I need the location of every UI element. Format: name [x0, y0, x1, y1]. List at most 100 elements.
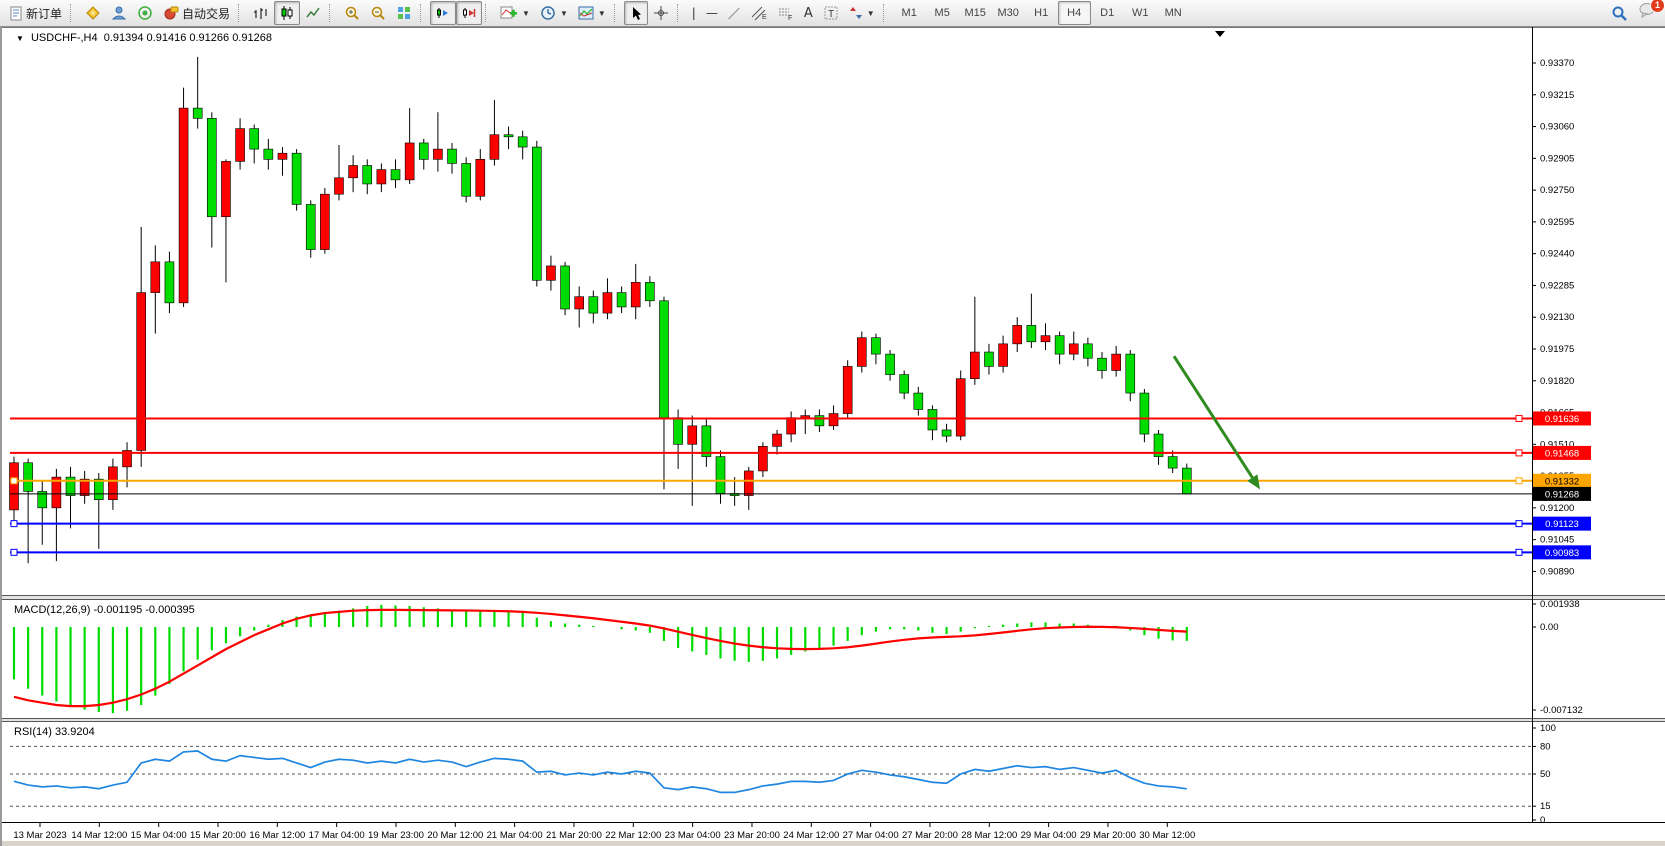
timeframe-m30[interactable]: M30 — [997, 7, 1019, 19]
trend-arrow[interactable] — [1172, 355, 1260, 490]
svg-text:T: T — [828, 9, 834, 20]
candle — [814, 409, 825, 432]
candle — [37, 481, 48, 545]
candle — [885, 350, 895, 381]
svg-text:0.92440: 0.92440 — [1540, 249, 1574, 260]
text-label-button[interactable]: T — [818, 1, 844, 25]
candle — [447, 142, 457, 174]
timeframe-w1[interactable]: W1 — [1131, 7, 1149, 19]
resistance-line-0.91636[interactable]: 0.91636 — [10, 411, 1591, 426]
chart-window: ▼ USDCHF-,H4 0.91394 0.91416 0.91266 0.9… — [0, 27, 1665, 846]
svg-text:15 Mar 04:00: 15 Mar 04:00 — [131, 830, 187, 841]
timeframe-m5[interactable]: M5 — [934, 7, 950, 19]
chart-svg[interactable]: 0.93370 0.93215 0.93060 0.92905 0.92750 0.925… — [2, 27, 1665, 846]
text-button[interactable]: A — [803, 5, 813, 21]
auto-trading-button[interactable]: 自动交易 — [158, 1, 235, 25]
candle — [150, 245, 161, 334]
svg-text:22 Mar 12:00: 22 Mar 12:00 — [605, 830, 661, 841]
signals-button[interactable] — [132, 1, 158, 25]
crosshair-button[interactable] — [648, 1, 674, 25]
svg-text:0.91820: 0.91820 — [1540, 376, 1574, 387]
equidistant-channel-button[interactable]: E — [745, 1, 772, 25]
support-line-0.91123[interactable]: 0.91123 — [10, 516, 1591, 531]
zoom-in-button[interactable] — [339, 1, 365, 25]
candle — [743, 466, 754, 510]
svg-text:19 Mar 23:00: 19 Mar 23:00 — [368, 830, 424, 841]
candle — [1083, 337, 1093, 367]
timeframe-h4[interactable]: H4 — [1057, 1, 1091, 25]
svg-text:28 Mar 12:00: 28 Mar 12:00 — [961, 830, 1017, 841]
profile-icon — [111, 6, 127, 20]
candle — [461, 157, 471, 203]
timeframe-m1[interactable]: M1 — [901, 7, 917, 19]
charts-button[interactable] — [80, 1, 106, 25]
arrows-button[interactable]: ▼ — [844, 1, 880, 25]
horizontal-line-button[interactable]: — — [705, 6, 718, 20]
candle — [334, 145, 344, 201]
indicators-button[interactable]: ▼ — [495, 1, 535, 25]
zoom-out-button[interactable] — [365, 1, 391, 25]
auto-scroll-button[interactable] — [430, 1, 457, 25]
candle — [235, 118, 245, 170]
svg-text:0.92750: 0.92750 — [1540, 185, 1574, 196]
svg-text:0.91200: 0.91200 — [1540, 503, 1574, 514]
search-icon — [1612, 6, 1627, 21]
svg-text:0.92285: 0.92285 — [1540, 280, 1574, 291]
support-line-0.91332[interactable]: 0.91332 — [10, 473, 1591, 488]
bar-chart-button[interactable] — [248, 1, 274, 25]
candle — [1153, 429, 1164, 465]
candle — [136, 227, 146, 467]
candle — [758, 442, 768, 478]
new-order-button[interactable]: 新订单 — [4, 1, 67, 25]
candle — [856, 331, 867, 373]
svg-text:23 Mar 04:00: 23 Mar 04:00 — [665, 830, 721, 841]
timeframe-m15[interactable]: M15 — [964, 7, 986, 19]
chart-canvas[interactable]: 0.93370 0.93215 0.93060 0.92905 0.92750 0.925… — [2, 27, 1665, 846]
search-button[interactable] — [1606, 1, 1633, 25]
panel-frames — [2, 27, 1665, 846]
candle — [517, 130, 528, 160]
candle — [249, 124, 260, 164]
candlestick-chart-button[interactable] — [274, 1, 301, 25]
text-label-icon: T — [824, 6, 838, 20]
tile-windows-button[interactable] — [391, 1, 417, 25]
profiles-button[interactable] — [106, 1, 132, 25]
collapse-triangle-icon[interactable]: ▼ — [16, 34, 24, 43]
candle — [1012, 317, 1023, 353]
fibonacci-button[interactable]: F — [772, 1, 799, 25]
candle — [475, 149, 486, 201]
svg-text:0.92595: 0.92595 — [1540, 217, 1574, 228]
periods-button[interactable]: ▼ — [535, 1, 573, 25]
chart-shift-marker[interactable] — [1215, 31, 1225, 37]
candle — [1181, 463, 1192, 495]
candle — [899, 370, 909, 400]
candle — [1068, 331, 1079, 361]
svg-text:29 Mar 20:00: 29 Mar 20:00 — [1080, 830, 1136, 841]
support-line-0.90983[interactable]: 0.90983 — [10, 545, 1591, 560]
indicators-icon — [500, 6, 518, 19]
vertical-line-button[interactable]: | — [691, 6, 696, 20]
resistance-line-0.91468[interactable]: 0.91468 — [10, 445, 1591, 460]
svg-text:50: 50 — [1540, 769, 1551, 780]
timeframe-mn[interactable]: MN — [1164, 7, 1182, 19]
candle — [616, 286, 627, 314]
chart-shift-button[interactable] — [456, 1, 483, 25]
cursor-icon — [632, 6, 641, 20]
templates-button[interactable]: ▼ — [573, 1, 611, 25]
current-price-line[interactable]: 0.91268 — [10, 486, 1591, 501]
trendline-button[interactable]: ／ — [727, 6, 740, 21]
svg-text:-0.007132: -0.007132 — [1540, 705, 1583, 716]
timeframe-h1[interactable]: H1 — [1034, 7, 1049, 19]
svg-text:0.92905: 0.92905 — [1540, 153, 1574, 164]
candle — [602, 278, 613, 320]
cursor-button[interactable] — [623, 1, 648, 25]
price-label-0.91468: 0.91468 — [1545, 448, 1579, 459]
notifications-button[interactable]: 1 — [1633, 0, 1665, 25]
svg-text:0: 0 — [1540, 815, 1545, 826]
timeframe-d1[interactable]: D1 — [1100, 7, 1115, 19]
line-chart-button[interactable] — [300, 1, 326, 25]
svg-text:F: F — [788, 15, 792, 21]
candle — [503, 126, 514, 150]
macd-axis: 0.001938 0.00 -0.007132 — [1532, 599, 1583, 716]
candle — [800, 409, 811, 435]
